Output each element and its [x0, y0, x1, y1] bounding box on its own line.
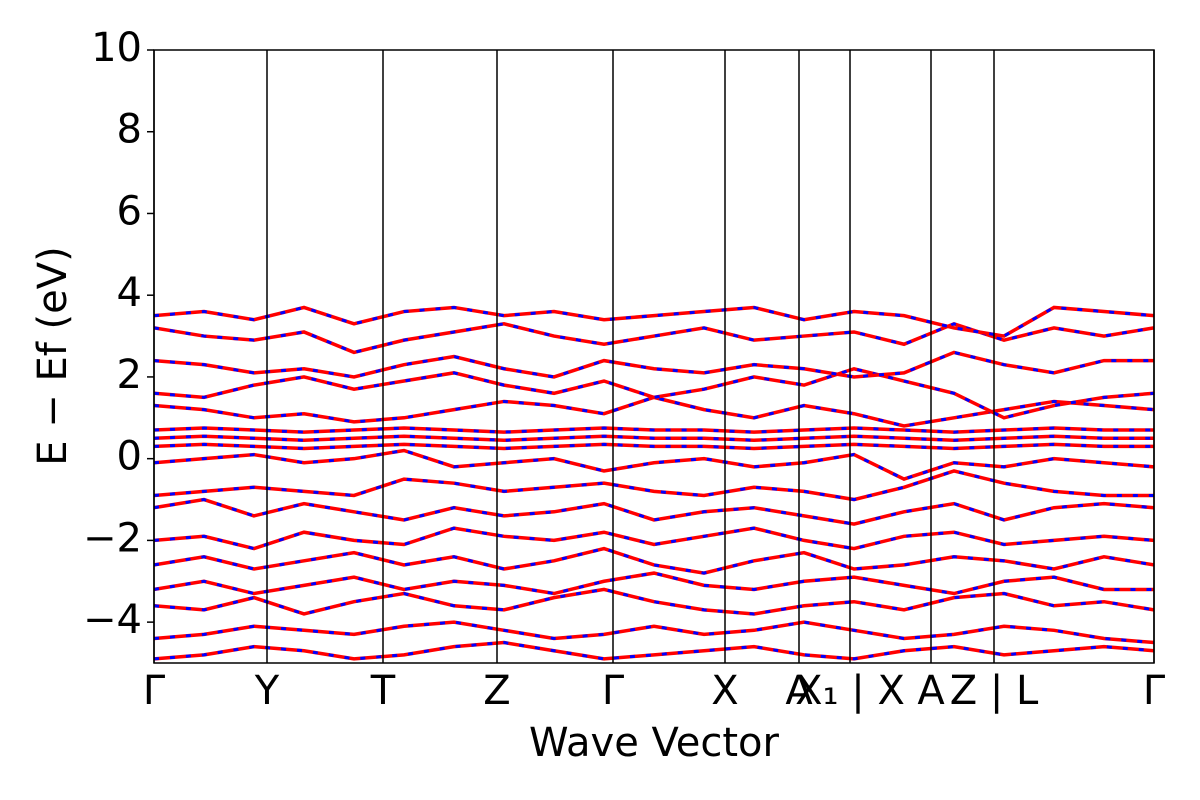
- band-spin-up: [154, 395, 1154, 428]
- band-spin-up: [154, 469, 1154, 502]
- band-spin-down: [154, 448, 1154, 481]
- band-spin-down: [154, 434, 1154, 442]
- band-spin-down: [154, 497, 1154, 526]
- band-spin-up: [154, 571, 1154, 596]
- x-tick-label: X₁ | X: [795, 668, 905, 714]
- x-tick-label: Γ: [143, 668, 166, 714]
- band-spin-down: [154, 395, 1154, 428]
- plot-frame: [153, 49, 1155, 664]
- x-tick-label: Z: [483, 668, 510, 714]
- band-spin-down: [154, 571, 1154, 596]
- band-spin-down: [154, 526, 1154, 551]
- x-tick-label: X: [711, 668, 738, 714]
- y-axis-label: E − Ef (eV): [30, 246, 76, 465]
- y-tick-label: 10: [91, 25, 142, 71]
- y-tick-label: 4: [117, 270, 142, 316]
- x-tick-label: Z | L: [950, 668, 1039, 714]
- x-tick-label: Γ: [602, 668, 625, 714]
- y-tick-label: −2: [83, 515, 142, 561]
- band-spin-down: [154, 350, 1154, 379]
- band-spin-down: [154, 322, 1154, 354]
- band-spin-down: [154, 442, 1154, 450]
- band-spin-down: [154, 469, 1154, 502]
- band-spin-up: [154, 448, 1154, 481]
- x-tick-label: T: [370, 668, 396, 714]
- x-tick-label: A: [917, 668, 945, 714]
- y-tick-label: 0: [117, 434, 142, 480]
- x-tick-label: Y: [254, 668, 280, 714]
- y-tick-label: 2: [117, 352, 142, 398]
- band-spin-up: [154, 640, 1154, 661]
- band-spin-down: [154, 547, 1154, 575]
- band-spin-up: [154, 321, 1154, 355]
- y-tick-label: 8: [117, 107, 142, 153]
- band-spin-up: [154, 305, 1154, 338]
- x-tick-label: Γ: [1143, 668, 1166, 714]
- x-axis-label: Wave Vector: [529, 720, 780, 766]
- band-spin-down: [154, 587, 1154, 616]
- x-tick-label: A: [785, 668, 813, 714]
- y-tick-label: −4: [83, 597, 142, 643]
- y-tick-label: 6: [117, 188, 142, 234]
- band-spin-down: [154, 426, 1154, 434]
- band-spin-up: [154, 620, 1154, 645]
- band-spin-up: [154, 366, 1154, 420]
